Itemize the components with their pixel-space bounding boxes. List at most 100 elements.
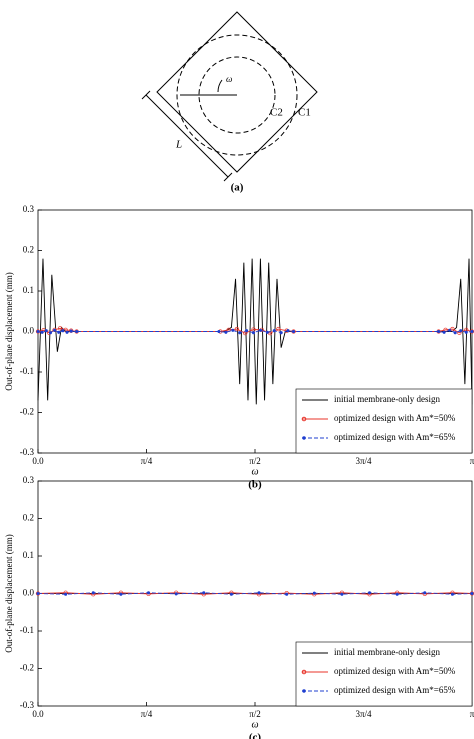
series-line — [37, 592, 473, 595]
circle-c1 — [176, 34, 298, 156]
y-tick-label: -0.3 — [20, 447, 35, 457]
legend-label: initial membrane-only design — [334, 394, 440, 404]
data-point — [276, 326, 281, 332]
data-point — [257, 591, 261, 595]
data-point — [448, 328, 452, 332]
x-tick-label: 3π/4 — [355, 456, 372, 466]
caption: (b) — [248, 479, 262, 491]
data-point — [251, 331, 256, 335]
data-point — [217, 329, 221, 334]
legend-marker — [302, 689, 306, 693]
data-point — [64, 592, 68, 596]
y-axis-label: Out-of-plane displacement (mm) — [4, 534, 14, 652]
y-tick-label: -0.3 — [20, 700, 35, 710]
data-point — [279, 331, 283, 335]
y-tick-label: 0.2 — [23, 513, 34, 523]
legend-marker — [301, 416, 307, 422]
data-point — [368, 591, 372, 595]
y-tick-label: 0.1 — [23, 550, 34, 560]
data-point — [470, 591, 474, 596]
data-point — [146, 591, 151, 595]
caption: (a) — [231, 182, 244, 194]
circle-c2 — [198, 56, 276, 134]
data-point — [48, 331, 52, 335]
data-point — [470, 329, 474, 334]
data-point — [285, 592, 289, 596]
data-point — [44, 329, 48, 333]
data-point — [312, 591, 316, 595]
data-point — [36, 591, 40, 596]
legend-marker — [302, 436, 306, 440]
x-tick-label: π — [470, 456, 474, 466]
legend-label: initial membrane-only design — [334, 647, 440, 657]
data-point — [69, 329, 73, 333]
dimension-line — [145, 94, 229, 178]
y-tick-label: 0.3 — [23, 475, 35, 485]
series-line — [37, 327, 473, 334]
data-point — [453, 331, 457, 335]
square-membrane — [156, 11, 318, 173]
c1-label: C1 — [298, 107, 311, 119]
data-point — [423, 591, 427, 595]
x-tick-label: π — [470, 709, 474, 719]
legend-label: optimized design with Am*=65% — [334, 685, 456, 695]
data-point — [450, 326, 455, 332]
y-tick-label: 0.0 — [23, 588, 35, 598]
data-point — [437, 329, 441, 334]
data-point — [40, 330, 44, 334]
y-tick-label: 0.1 — [23, 285, 34, 295]
data-point — [265, 330, 269, 334]
data-point — [340, 592, 344, 596]
data-point — [231, 328, 235, 332]
y-tick-label: 0.2 — [23, 245, 34, 255]
data-point — [57, 330, 61, 334]
length-label: L — [175, 139, 182, 151]
data-point — [61, 329, 65, 333]
data-point — [238, 331, 242, 335]
legend-marker — [301, 669, 307, 675]
y-axis-label: Out-of-plane displacement (mm) — [4, 272, 14, 390]
y-tick-label: -0.1 — [20, 625, 34, 635]
data-point — [442, 330, 446, 334]
x-tick-label: 3π/4 — [355, 709, 372, 719]
data-point — [464, 330, 468, 334]
legend-label: optimized design with Am*=50% — [334, 666, 456, 676]
data-point — [57, 326, 63, 331]
x-tick-label: 0.0 — [32, 456, 44, 466]
data-point — [119, 592, 123, 596]
data-point — [459, 329, 463, 333]
diagram — [141, 11, 318, 182]
data-point — [245, 329, 249, 333]
caption: (c) — [249, 732, 262, 739]
x-tick-label: 0.0 — [32, 709, 44, 719]
data-point — [286, 329, 290, 333]
data-point — [292, 329, 296, 334]
data-point — [65, 330, 69, 334]
data-point — [450, 592, 454, 596]
x-tick-label: π/2 — [249, 456, 261, 466]
data-point — [395, 592, 399, 596]
x-tick-label: π/4 — [141, 456, 153, 466]
legend-label: optimized design with Am*=65% — [334, 432, 456, 442]
data-point — [36, 329, 40, 334]
angle-arc — [217, 79, 223, 93]
y-tick-label: -0.1 — [20, 366, 34, 376]
data-point — [229, 592, 233, 596]
legend-label: optimized design with Am*=50% — [334, 413, 456, 423]
c2-label: C2 — [270, 107, 283, 119]
data-point — [75, 329, 79, 334]
x-axis-label: ω — [251, 466, 258, 477]
y-tick-label: 0.3 — [23, 204, 35, 214]
dimension-tick — [141, 90, 151, 100]
x-tick-label: π/4 — [141, 709, 153, 719]
data-point — [202, 591, 206, 595]
data-point — [91, 591, 95, 595]
x-axis-label: ω — [251, 719, 258, 730]
y-tick-label: 0.0 — [23, 326, 35, 336]
dimension-tick — [223, 172, 233, 182]
data-point — [174, 592, 178, 596]
data-point — [234, 326, 240, 332]
data-point — [272, 329, 276, 333]
y-tick-label: -0.2 — [20, 663, 34, 673]
